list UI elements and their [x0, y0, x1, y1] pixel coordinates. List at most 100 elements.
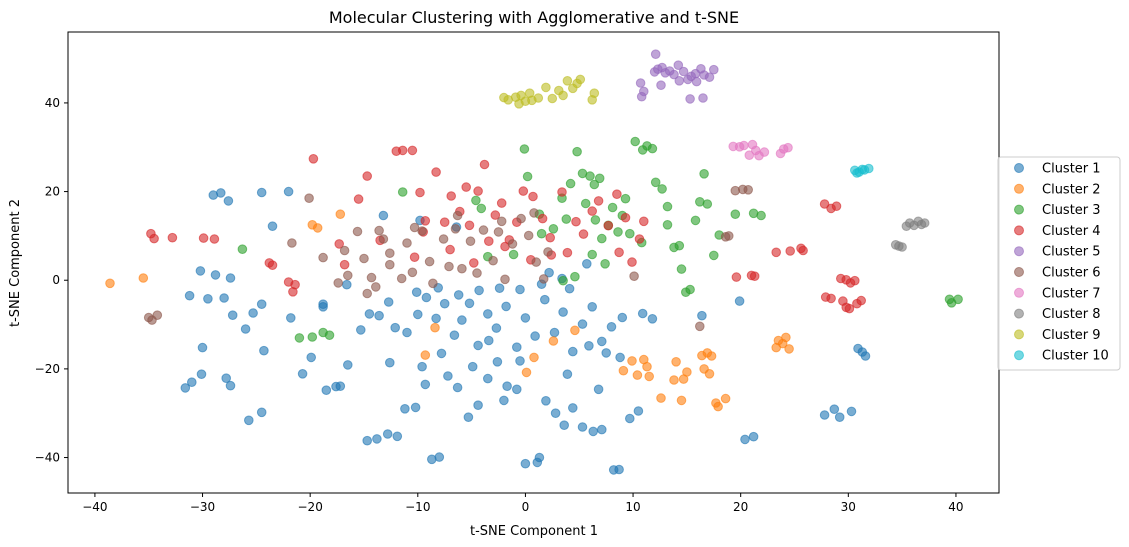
data-point	[577, 319, 588, 329]
legend-label: Cluster 8	[1042, 307, 1101, 322]
data-point	[469, 258, 479, 268]
data-point	[473, 400, 483, 411]
data-point	[461, 182, 472, 192]
data-point	[333, 278, 344, 288]
data-point	[227, 310, 238, 321]
data-point	[407, 145, 418, 156]
data-point	[446, 191, 457, 201]
data-point	[577, 422, 588, 432]
data-point	[642, 361, 652, 372]
data-point	[618, 365, 629, 376]
data-point	[439, 298, 450, 309]
data-point	[473, 340, 483, 351]
series-1	[180, 186, 871, 475]
y-axis-label: t-SNE Component 2	[8, 199, 23, 327]
data-point	[259, 345, 269, 356]
data-point	[706, 351, 717, 361]
data-point	[390, 322, 401, 333]
data-point	[590, 215, 601, 225]
data-point	[443, 371, 453, 381]
data-point	[575, 74, 586, 85]
legend-marker	[1014, 183, 1024, 194]
data-point	[402, 238, 412, 248]
data-point	[464, 298, 475, 309]
data-point	[614, 464, 624, 475]
data-point	[476, 203, 487, 214]
data-point	[704, 369, 715, 379]
data-point	[417, 361, 427, 372]
data-point	[210, 270, 221, 280]
data-point	[472, 268, 482, 278]
data-point	[286, 313, 296, 323]
data-point	[528, 191, 538, 202]
data-point	[691, 76, 702, 87]
data-point	[450, 224, 461, 234]
data-point	[430, 322, 440, 333]
data-point	[784, 344, 794, 354]
data-point	[400, 404, 410, 414]
data-point	[634, 234, 645, 244]
series-10	[850, 163, 874, 178]
data-point	[180, 383, 191, 393]
y-tick-label: −40	[35, 451, 60, 465]
data-point	[516, 213, 526, 224]
data-point	[343, 360, 353, 370]
data-point	[850, 275, 860, 286]
data-point	[494, 283, 505, 294]
data-point	[695, 321, 705, 332]
data-point	[342, 279, 352, 290]
data-point	[587, 302, 598, 312]
data-point	[565, 178, 576, 189]
data-point	[593, 384, 604, 395]
data-point	[749, 271, 760, 282]
data-point	[321, 385, 332, 396]
data-point	[674, 240, 685, 251]
data-point	[713, 401, 723, 412]
data-point	[698, 93, 708, 103]
data-point	[335, 381, 346, 392]
data-point	[256, 187, 267, 198]
data-point	[594, 173, 605, 184]
data-point	[287, 238, 297, 248]
data-point	[773, 335, 784, 346]
x-tick-label: 40	[948, 500, 963, 514]
data-point	[540, 294, 550, 305]
data-point	[568, 403, 578, 413]
data-point	[676, 395, 687, 406]
data-point	[538, 274, 549, 284]
data-point	[402, 327, 412, 338]
data-point	[449, 330, 460, 341]
data-point	[413, 309, 423, 320]
data-point	[256, 299, 267, 310]
data-point	[685, 284, 695, 295]
series-8	[890, 216, 930, 252]
data-point	[208, 190, 219, 200]
data-point	[682, 367, 692, 377]
data-point	[537, 213, 548, 224]
data-point	[318, 302, 328, 312]
x-tick-label: 10	[625, 500, 640, 514]
data-point	[420, 379, 431, 390]
data-point	[541, 82, 551, 93]
data-point	[756, 210, 766, 221]
data-point	[568, 346, 578, 357]
data-point	[529, 208, 539, 218]
data-point	[473, 186, 483, 196]
data-point	[362, 288, 373, 299]
data-point	[240, 324, 251, 334]
data-point	[669, 375, 679, 385]
data-point	[223, 196, 234, 206]
data-point	[572, 146, 582, 157]
data-point	[431, 313, 441, 324]
legend-label: Cluster 3	[1042, 203, 1101, 218]
data-point	[267, 260, 278, 271]
legend-marker	[1014, 163, 1024, 173]
data-point	[197, 342, 208, 353]
data-point	[740, 434, 750, 445]
data-point	[671, 357, 681, 367]
data-point	[457, 315, 467, 325]
data-point	[521, 367, 532, 378]
series-4	[146, 145, 867, 314]
data-point	[256, 407, 267, 418]
